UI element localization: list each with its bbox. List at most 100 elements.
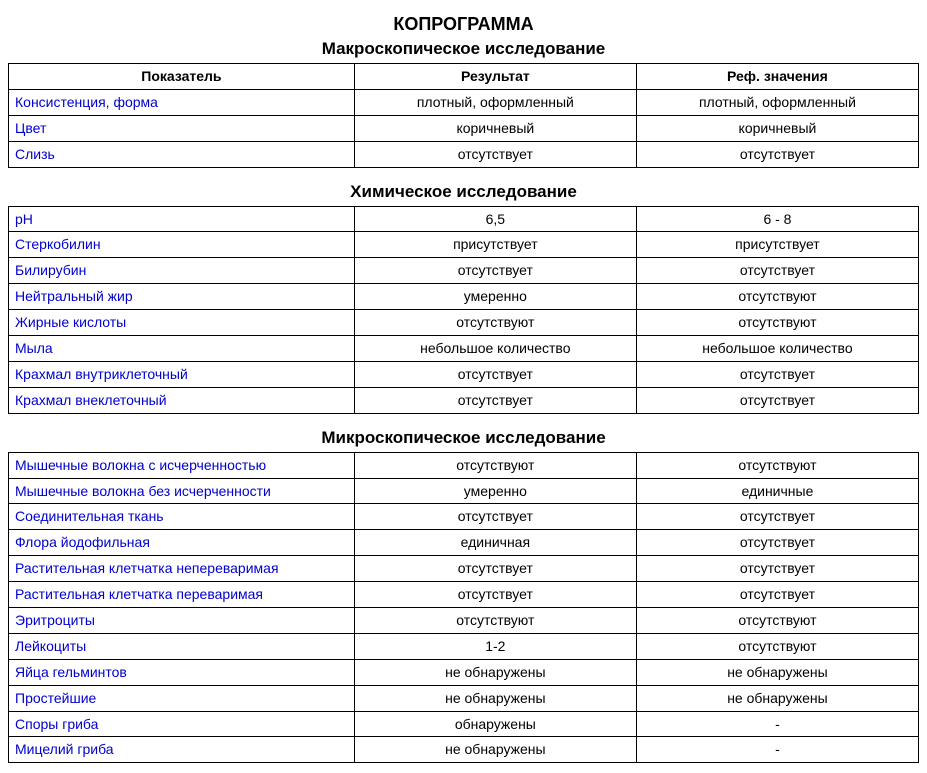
parameter-name[interactable]: pH — [9, 206, 355, 232]
table-row: Яйца гельминтовне обнаруженыне обнаружен… — [9, 659, 919, 685]
result-value: отсутствуют — [354, 310, 636, 336]
result-value: 1-2 — [354, 633, 636, 659]
table-row: Простейшиене обнаруженыне обнаружены — [9, 685, 919, 711]
result-value: обнаружены — [354, 711, 636, 737]
table-row: Билирубинотсутствуетотсутствует — [9, 258, 919, 284]
result-value: отсутствует — [354, 387, 636, 413]
reference-value: отсутствует — [636, 387, 918, 413]
result-value: отсутствует — [354, 504, 636, 530]
reference-value: отсутствуют — [636, 284, 918, 310]
parameter-name[interactable]: Жирные кислоты — [9, 310, 355, 336]
parameter-name[interactable]: Билирубин — [9, 258, 355, 284]
reference-value: отсутствует — [636, 530, 918, 556]
column-header-result: Результат — [354, 64, 636, 90]
reference-value: 6 - 8 — [636, 206, 918, 232]
results-table: ПоказательРезультатРеф. значенияКонсисте… — [8, 63, 919, 168]
result-value: не обнаружены — [354, 685, 636, 711]
table-row: Цветкоричневыйкоричневый — [9, 115, 919, 141]
parameter-name[interactable]: Консистенция, форма — [9, 89, 355, 115]
table-row: Флора йодофильнаяединичнаяотсутствует — [9, 530, 919, 556]
reference-value: - — [636, 711, 918, 737]
report-title: КОПРОГРАММА — [8, 14, 919, 35]
reference-value: - — [636, 737, 918, 763]
result-value: умеренно — [354, 284, 636, 310]
parameter-name[interactable]: Слизь — [9, 141, 355, 167]
table-row: Жирные кислотыотсутствуютотсутствуют — [9, 310, 919, 336]
reference-value: отсутствует — [636, 258, 918, 284]
table-row: pH6,56 - 8 — [9, 206, 919, 232]
parameter-name[interactable]: Лейкоциты — [9, 633, 355, 659]
parameter-name[interactable]: Растительная клетчатка непереваримая — [9, 556, 355, 582]
parameter-name[interactable]: Крахмал внутриклеточный — [9, 361, 355, 387]
reference-value: отсутствует — [636, 556, 918, 582]
section-title: Микроскопическое исследование — [8, 428, 919, 448]
result-value: отсутствует — [354, 141, 636, 167]
reference-value: отсутствует — [636, 361, 918, 387]
table-row: Мышечные волокна с исчерченностьюотсутст… — [9, 452, 919, 478]
reference-value: коричневый — [636, 115, 918, 141]
result-value: присутствует — [354, 232, 636, 258]
parameter-name[interactable]: Яйца гельминтов — [9, 659, 355, 685]
reference-value: плотный, оформленный — [636, 89, 918, 115]
parameter-name[interactable]: Эритроциты — [9, 608, 355, 634]
reference-value: отсутствуют — [636, 452, 918, 478]
table-row: Соединительная тканьотсутствуетотсутству… — [9, 504, 919, 530]
reference-value: отсутствуют — [636, 633, 918, 659]
section-title: Макроскопическое исследование — [8, 39, 919, 59]
result-value: отсутствует — [354, 361, 636, 387]
result-value: единичная — [354, 530, 636, 556]
table-row: Споры грибаобнаружены- — [9, 711, 919, 737]
table-row: Консистенция, формаплотный, оформленныйп… — [9, 89, 919, 115]
parameter-name[interactable]: Крахмал внеклеточный — [9, 387, 355, 413]
result-value: отсутствуют — [354, 608, 636, 634]
parameter-name[interactable]: Мыла — [9, 336, 355, 362]
reference-value: не обнаружены — [636, 659, 918, 685]
reference-value: небольшое количество — [636, 336, 918, 362]
reference-value: отсутствуют — [636, 310, 918, 336]
result-value: коричневый — [354, 115, 636, 141]
parameter-name[interactable]: Соединительная ткань — [9, 504, 355, 530]
table-row: Стеркобилинприсутствуетприсутствует — [9, 232, 919, 258]
reference-value: отсутствует — [636, 504, 918, 530]
reference-value: отсутствует — [636, 582, 918, 608]
result-value: небольшое количество — [354, 336, 636, 362]
parameter-name[interactable]: Стеркобилин — [9, 232, 355, 258]
result-value: плотный, оформленный — [354, 89, 636, 115]
results-table: pH6,56 - 8Стеркобилинприсутствуетприсутс… — [8, 206, 919, 414]
column-header-ref: Реф. значения — [636, 64, 918, 90]
table-header-row: ПоказательРезультатРеф. значения — [9, 64, 919, 90]
column-header-param: Показатель — [9, 64, 355, 90]
reference-value: присутствует — [636, 232, 918, 258]
table-row: Мыланебольшое количествонебольшое количе… — [9, 336, 919, 362]
table-row: Растительная клетчатка непереваримаяотсу… — [9, 556, 919, 582]
result-value: отсутствует — [354, 556, 636, 582]
table-row: Крахмал внеклеточныйотсутствуетотсутству… — [9, 387, 919, 413]
result-value: не обнаружены — [354, 659, 636, 685]
reference-value: отсутствуют — [636, 608, 918, 634]
parameter-name[interactable]: Споры гриба — [9, 711, 355, 737]
result-value: 6,5 — [354, 206, 636, 232]
table-row: Лейкоциты1-2отсутствуют — [9, 633, 919, 659]
result-value: умеренно — [354, 478, 636, 504]
reference-value: отсутствует — [636, 141, 918, 167]
reference-value: не обнаружены — [636, 685, 918, 711]
table-row: Нейтральный жирумеренноотсутствуют — [9, 284, 919, 310]
parameter-name[interactable]: Мышечные волокна с исчерченностью — [9, 452, 355, 478]
section-title: Химическое исследование — [8, 182, 919, 202]
parameter-name[interactable]: Простейшие — [9, 685, 355, 711]
result-value: отсутствуют — [354, 452, 636, 478]
table-row: Слизьотсутствуетотсутствует — [9, 141, 919, 167]
parameter-name[interactable]: Мицелий гриба — [9, 737, 355, 763]
parameter-name[interactable]: Растительная клетчатка переваримая — [9, 582, 355, 608]
parameter-name[interactable]: Мышечные волокна без исчерченности — [9, 478, 355, 504]
table-row: Мышечные волокна без исчерченностиумерен… — [9, 478, 919, 504]
table-row: Эритроцитыотсутствуютотсутствуют — [9, 608, 919, 634]
reference-value: единичные — [636, 478, 918, 504]
parameter-name[interactable]: Нейтральный жир — [9, 284, 355, 310]
parameter-name[interactable]: Флора йодофильная — [9, 530, 355, 556]
parameter-name[interactable]: Цвет — [9, 115, 355, 141]
result-value: отсутствует — [354, 582, 636, 608]
result-value: не обнаружены — [354, 737, 636, 763]
result-value: отсутствует — [354, 258, 636, 284]
table-row: Растительная клетчатка переваримаяотсутс… — [9, 582, 919, 608]
